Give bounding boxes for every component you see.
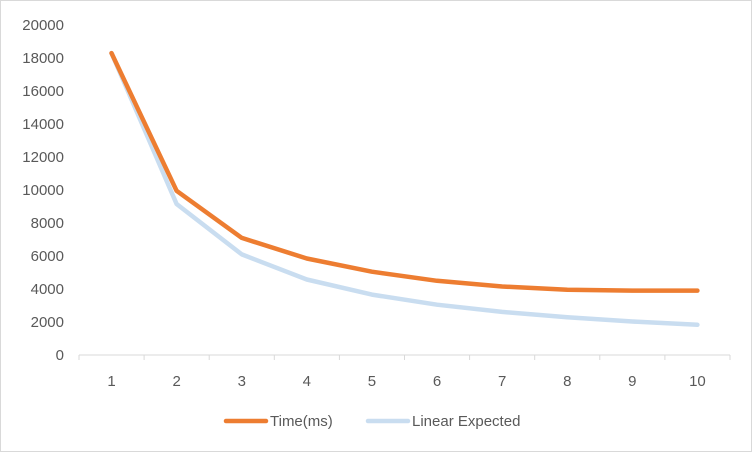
legend: Time(ms) Linear Expected xyxy=(223,413,520,430)
legend-label-linear-expected: Linear Expected xyxy=(412,413,520,430)
x-tick-label: 10 xyxy=(689,373,706,390)
x-tick-label: 6 xyxy=(433,373,441,390)
y-tick-label: 14000 xyxy=(22,116,64,133)
y-tick-label: 2000 xyxy=(31,314,64,331)
x-tick-label: 3 xyxy=(238,373,246,390)
x-tick-label: 8 xyxy=(563,373,571,390)
y-axis-tick-labels: 0 2000 4000 6000 8000 10000 12000 14000 16000 180… xyxy=(22,17,64,364)
x-tick-label: 7 xyxy=(498,373,506,390)
series-line-linear-expected xyxy=(109,50,700,328)
y-tick-label: 18000 xyxy=(22,50,64,67)
y-tick-label: 8000 xyxy=(31,215,64,232)
legend-label-time-ms: Time(ms) xyxy=(270,413,333,430)
y-tick-label: 12000 xyxy=(22,149,64,166)
series-line-time-ms xyxy=(109,50,700,293)
x-tick-label: 1 xyxy=(107,373,115,390)
y-tick-label: 0 xyxy=(56,347,64,364)
y-tick-label: 10000 xyxy=(22,182,64,199)
y-tick-label: 20000 xyxy=(22,17,64,34)
y-tick-label: 16000 xyxy=(22,83,64,100)
x-axis-tick-marks xyxy=(78,355,731,360)
x-tick-label: 9 xyxy=(628,373,636,390)
y-tick-label: 6000 xyxy=(31,248,64,265)
x-tick-label: 4 xyxy=(303,373,311,390)
x-axis-tick-labels: 1 2 3 4 5 6 7 8 9 10 xyxy=(107,373,705,390)
y-tick-label: 4000 xyxy=(31,281,64,298)
x-tick-label: 2 xyxy=(172,373,180,390)
x-tick-label: 5 xyxy=(368,373,376,390)
series-lines xyxy=(109,50,700,328)
